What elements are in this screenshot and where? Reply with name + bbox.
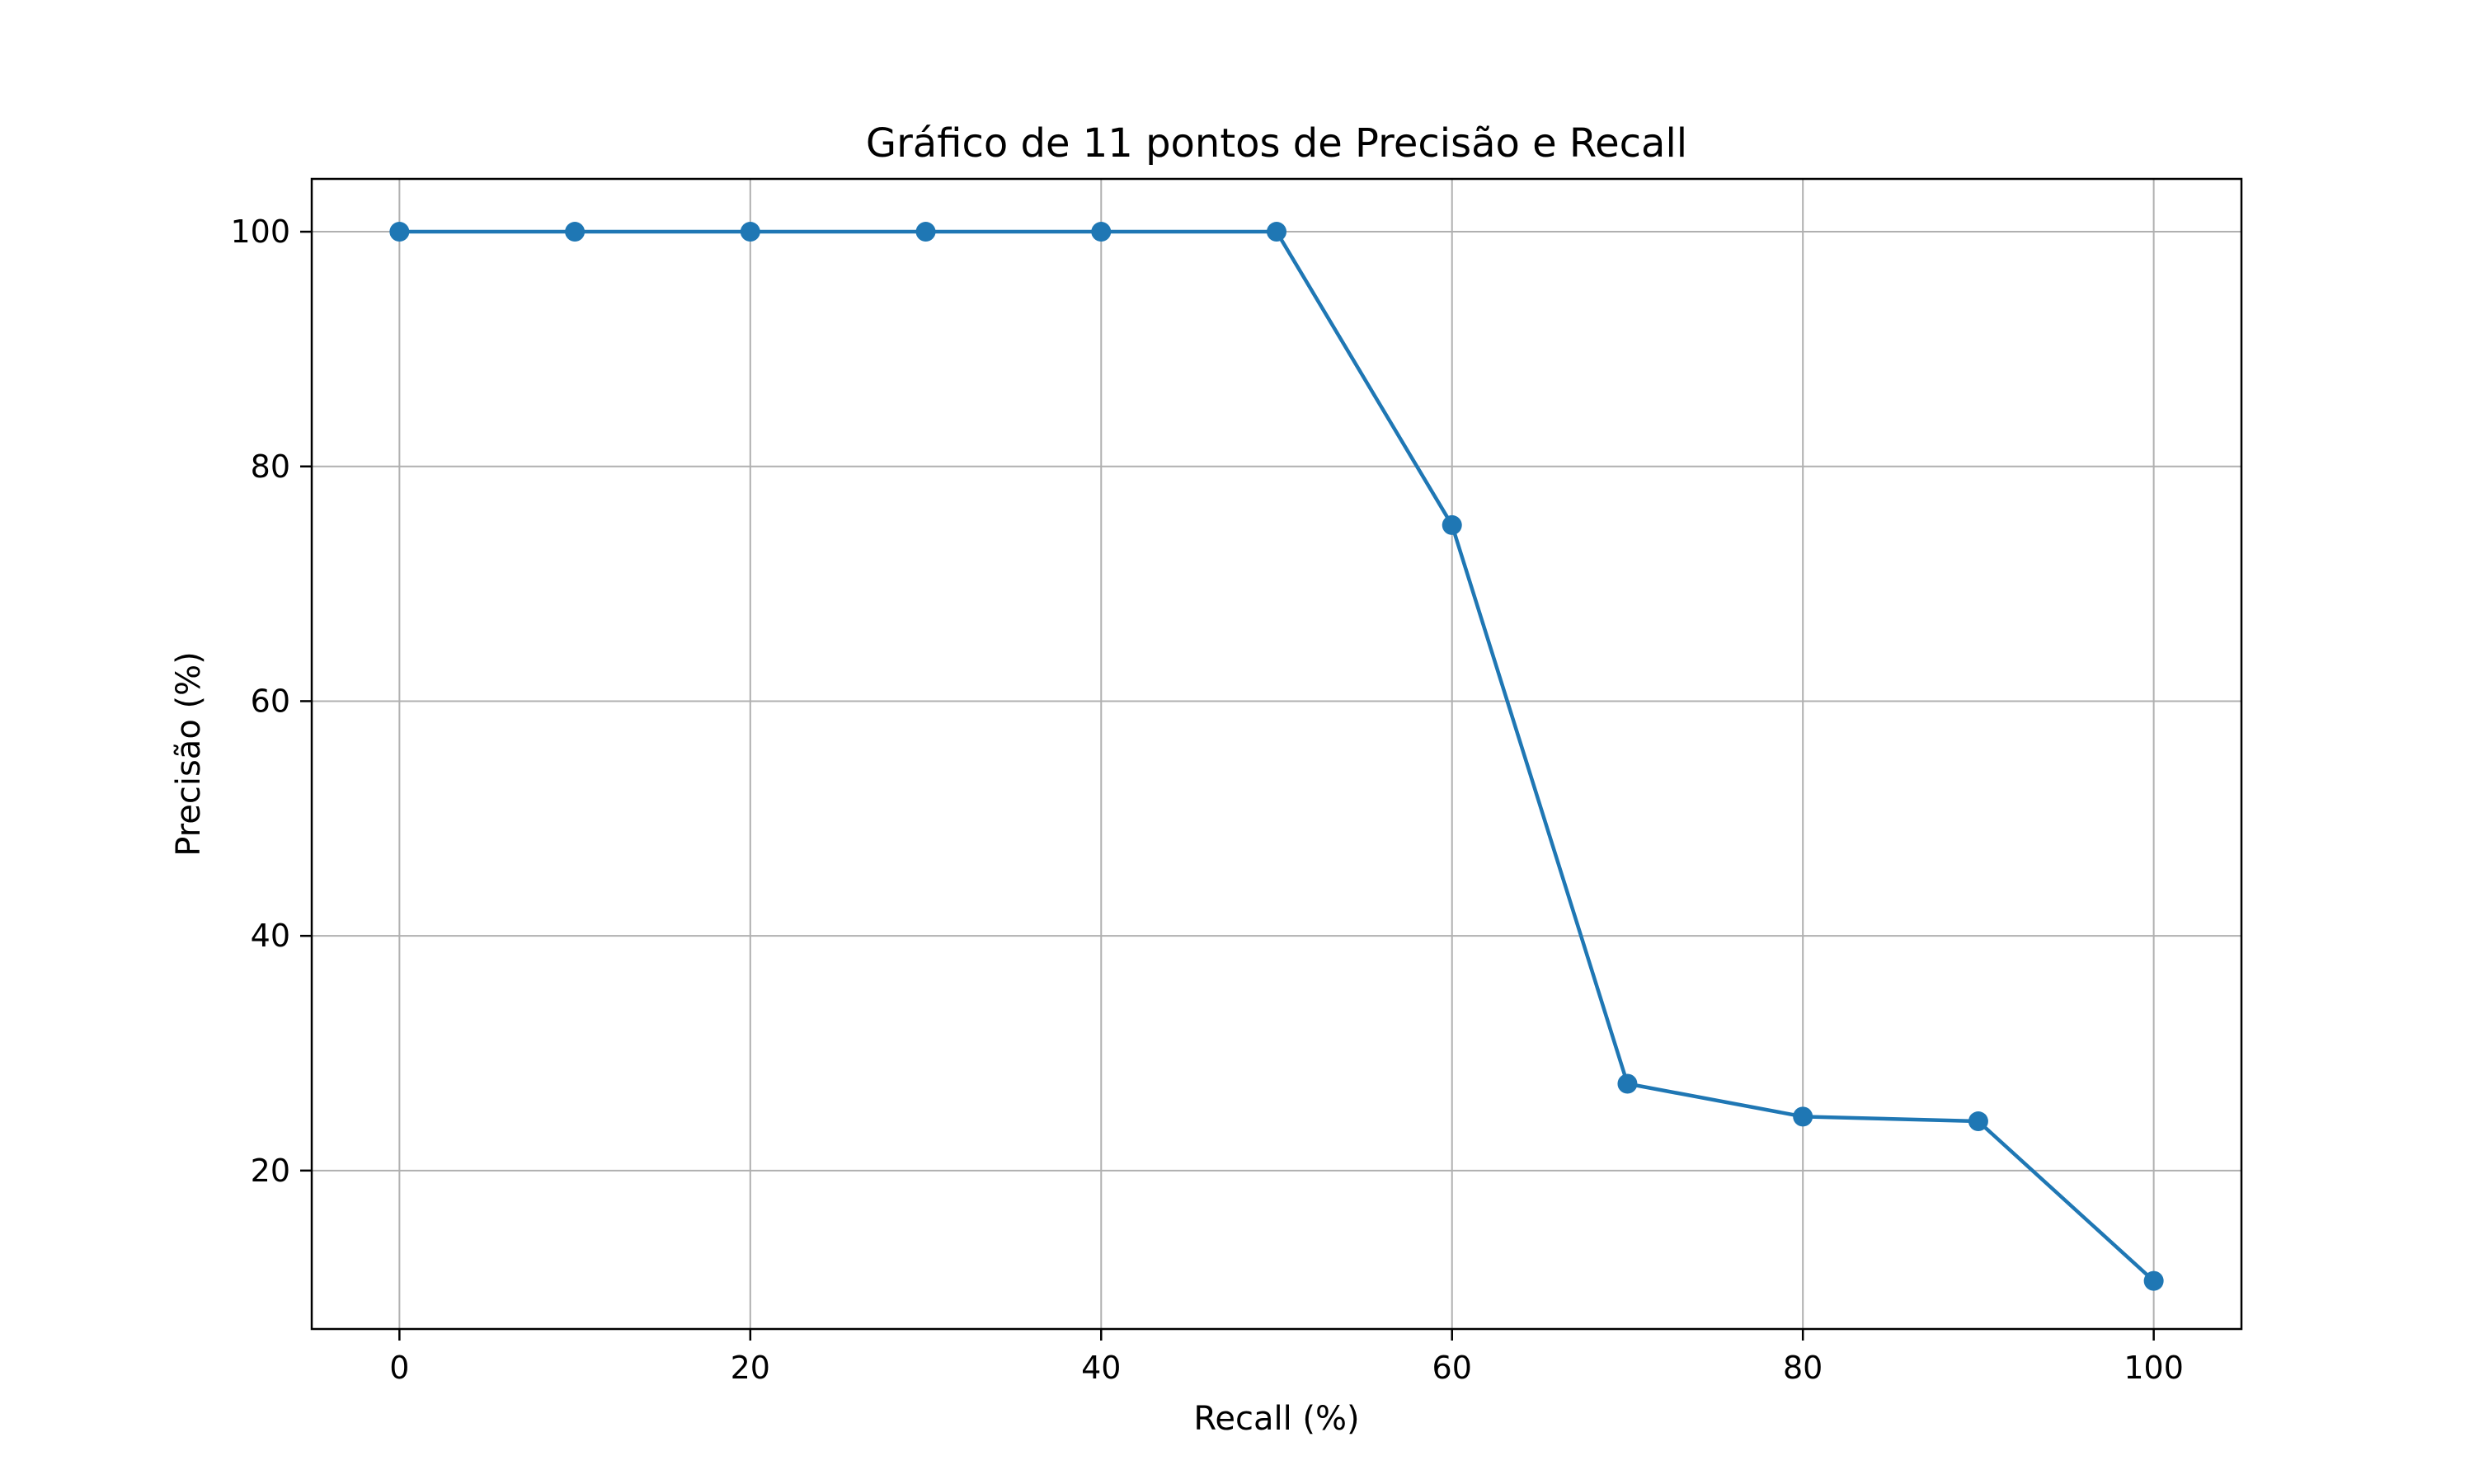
series-layer	[389, 222, 2164, 1291]
y-tick-label: 100	[230, 214, 290, 250]
x-tick-label: 20	[731, 1350, 770, 1386]
x-axis-label: Recall (%)	[1193, 1400, 1359, 1438]
data-point-marker	[1442, 514, 1462, 535]
y-tick-label: 80	[251, 448, 290, 485]
data-point-marker	[1091, 222, 1112, 242]
data-point-marker	[1793, 1106, 1813, 1127]
x-tick-label: 100	[2124, 1350, 2184, 1386]
data-point-marker	[740, 222, 760, 242]
x-tick-label: 0	[389, 1350, 409, 1386]
x-tick-label: 60	[1432, 1350, 1472, 1386]
data-point-marker	[389, 222, 410, 242]
data-point-marker	[1968, 1111, 1988, 1132]
x-tick-label: 40	[1081, 1350, 1121, 1386]
data-point-marker	[2143, 1270, 2164, 1291]
data-point-marker	[565, 222, 586, 242]
x-tick-label: 80	[1783, 1350, 1823, 1386]
y-tick-label: 40	[251, 918, 290, 954]
data-point-marker	[1617, 1073, 1638, 1094]
axes-frame	[310, 177, 2243, 1331]
y-tick-label: 20	[251, 1153, 290, 1189]
y-axis-label: Precisão (%)	[170, 651, 208, 856]
ticks: 0 20 40 60 80 100 20 40 60 80 100	[230, 214, 2183, 1386]
y-tick-label: 60	[251, 683, 290, 719]
data-point-marker	[1267, 222, 1286, 242]
data-point-marker	[915, 222, 936, 242]
chart-title: Gráfico de 11 pontos de Precisão e Recal…	[866, 120, 1687, 167]
